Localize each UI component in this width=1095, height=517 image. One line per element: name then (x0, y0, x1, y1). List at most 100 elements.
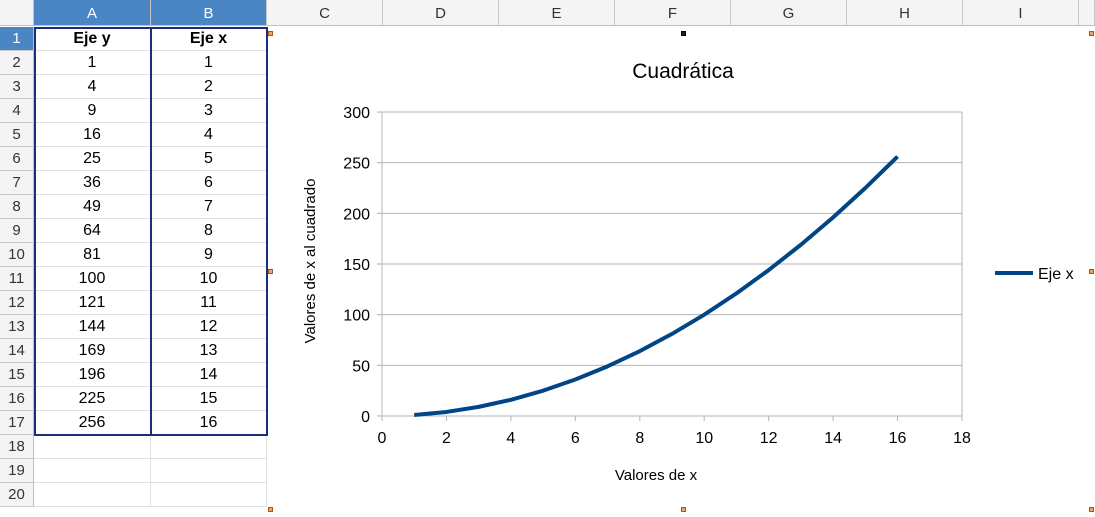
table-cell[interactable]: 2 (151, 75, 267, 99)
row-header-3[interactable]: 3 (0, 75, 34, 99)
row-header-2[interactable]: 2 (0, 51, 34, 75)
row-header-18[interactable]: 18 (0, 435, 34, 459)
y-tick-label: 150 (343, 257, 370, 274)
row-header-5[interactable]: 5 (0, 123, 34, 147)
empty-cell[interactable] (34, 435, 151, 459)
table-cell[interactable]: 121 (34, 291, 151, 315)
x-tick-label: 4 (506, 430, 515, 447)
empty-cell[interactable] (151, 459, 267, 483)
x-tick-label: 2 (442, 430, 451, 447)
table-cell[interactable]: 49 (34, 195, 151, 219)
x-tick-label: 18 (953, 430, 971, 447)
y-tick-label: 0 (361, 409, 370, 426)
header-cell[interactable]: Eje y (34, 27, 151, 51)
series-line-0[interactable] (414, 155, 899, 417)
table-cell[interactable]: 6 (151, 171, 267, 195)
column-header-overflow[interactable] (1079, 0, 1095, 26)
row-header-6[interactable]: 6 (0, 147, 34, 171)
row-header-13[interactable]: 13 (0, 315, 34, 339)
table-cell[interactable]: 64 (34, 219, 151, 243)
table-cell[interactable]: 14 (151, 363, 267, 387)
chart-canvas: 0 50 100 150 200 250 300 0 2 4 6 8 10 12 14 16 18 Cuadrá… (302, 60, 1074, 484)
column-header-a[interactable]: A (34, 0, 151, 26)
column-header-e[interactable]: E (499, 0, 615, 26)
row-header-20[interactable]: 20 (0, 483, 34, 507)
table-cell[interactable]: 3 (151, 99, 267, 123)
table-cell[interactable]: 1 (151, 51, 267, 75)
chart-handle-middle-right[interactable] (1089, 269, 1094, 274)
x-tick-label: 14 (824, 430, 842, 447)
table-cell[interactable]: 169 (34, 339, 151, 363)
x-tick-label: 8 (635, 430, 644, 447)
table-cell[interactable]: 12 (151, 315, 267, 339)
table-cell[interactable]: 5 (151, 147, 267, 171)
select-all-corner[interactable] (0, 0, 34, 26)
chart-grid (377, 111, 963, 421)
column-header-i[interactable]: I (963, 0, 1079, 26)
chart-series (414, 155, 899, 417)
table-cell[interactable]: 225 (34, 387, 151, 411)
table-cell[interactable]: 4 (34, 75, 151, 99)
empty-cell[interactable] (151, 483, 267, 507)
table-cell[interactable]: 4 (151, 123, 267, 147)
x-tick-label: 10 (695, 430, 713, 447)
chart-legend[interactable]: Eje x (995, 266, 1074, 283)
row-header-12[interactable]: 12 (0, 291, 34, 315)
chart-object[interactable]: 0 50 100 150 200 250 300 0 2 4 6 8 10 12 14 16 18 Cuadrá… (271, 33, 1095, 512)
table-cell[interactable]: 9 (34, 99, 151, 123)
table-cell[interactable]: 36 (34, 171, 151, 195)
column-headers: A B C D E F G H I (0, 0, 1095, 27)
chart-handle-bottom-left[interactable] (268, 507, 273, 512)
table-cell[interactable]: 10 (151, 267, 267, 291)
column-header-g[interactable]: G (731, 0, 847, 26)
table-cell[interactable]: 16 (151, 411, 267, 435)
column-header-b[interactable]: B (151, 0, 267, 26)
row-header-1[interactable]: 1 (0, 27, 34, 51)
table-cell[interactable]: 9 (151, 243, 267, 267)
table-cell[interactable]: 7 (151, 195, 267, 219)
row-header-10[interactable]: 10 (0, 243, 34, 267)
chart-handle-top-left[interactable] (268, 31, 273, 36)
column-header-f[interactable]: F (615, 0, 731, 26)
header-cell[interactable]: Eje x (151, 27, 267, 51)
row-header-19[interactable]: 19 (0, 459, 34, 483)
table-cell[interactable]: 13 (151, 339, 267, 363)
row-header-14[interactable]: 14 (0, 339, 34, 363)
table-cell[interactable]: 100 (34, 267, 151, 291)
row-header-9[interactable]: 9 (0, 219, 34, 243)
row-header-4[interactable]: 4 (0, 99, 34, 123)
column-header-c[interactable]: C (267, 0, 383, 26)
chart-handle-middle-left[interactable] (268, 269, 273, 274)
row-header-11[interactable]: 11 (0, 267, 34, 291)
row-header-7[interactable]: 7 (0, 171, 34, 195)
x-tick-label: 6 (571, 430, 580, 447)
table-cell[interactable]: 196 (34, 363, 151, 387)
chart-title: Cuadrática (632, 60, 734, 83)
table-cell[interactable]: 11 (151, 291, 267, 315)
table-cell[interactable]: 25 (34, 147, 151, 171)
row-header-17[interactable]: 17 (0, 411, 34, 435)
row-header-16[interactable]: 16 (0, 387, 34, 411)
column-header-h[interactable]: H (847, 0, 963, 26)
empty-cell[interactable] (34, 483, 151, 507)
y-tick-label: 200 (343, 206, 370, 223)
x-tick-label: 16 (889, 430, 907, 447)
column-header-d[interactable]: D (383, 0, 499, 26)
row-header-8[interactable]: 8 (0, 195, 34, 219)
table-cell[interactable]: 144 (34, 315, 151, 339)
table-cell[interactable]: 8 (151, 219, 267, 243)
x-tick-label: 0 (378, 430, 387, 447)
table-cell[interactable]: 15 (151, 387, 267, 411)
empty-cell[interactable] (34, 459, 151, 483)
chart-handle-bottom-right[interactable] (1089, 507, 1094, 512)
table-cell[interactable]: 1 (34, 51, 151, 75)
row-header-15[interactable]: 15 (0, 363, 34, 387)
empty-cell[interactable] (151, 435, 267, 459)
table-cell[interactable]: 16 (34, 123, 151, 147)
chart-handle-bottom-center[interactable] (681, 507, 686, 512)
chart-handle-top-center[interactable] (681, 31, 686, 36)
chart-handle-top-right[interactable] (1089, 31, 1094, 36)
table-cell[interactable]: 81 (34, 243, 151, 267)
y-axis-title: Valores de x al cuadrado (302, 179, 319, 344)
table-cell[interactable]: 256 (34, 411, 151, 435)
